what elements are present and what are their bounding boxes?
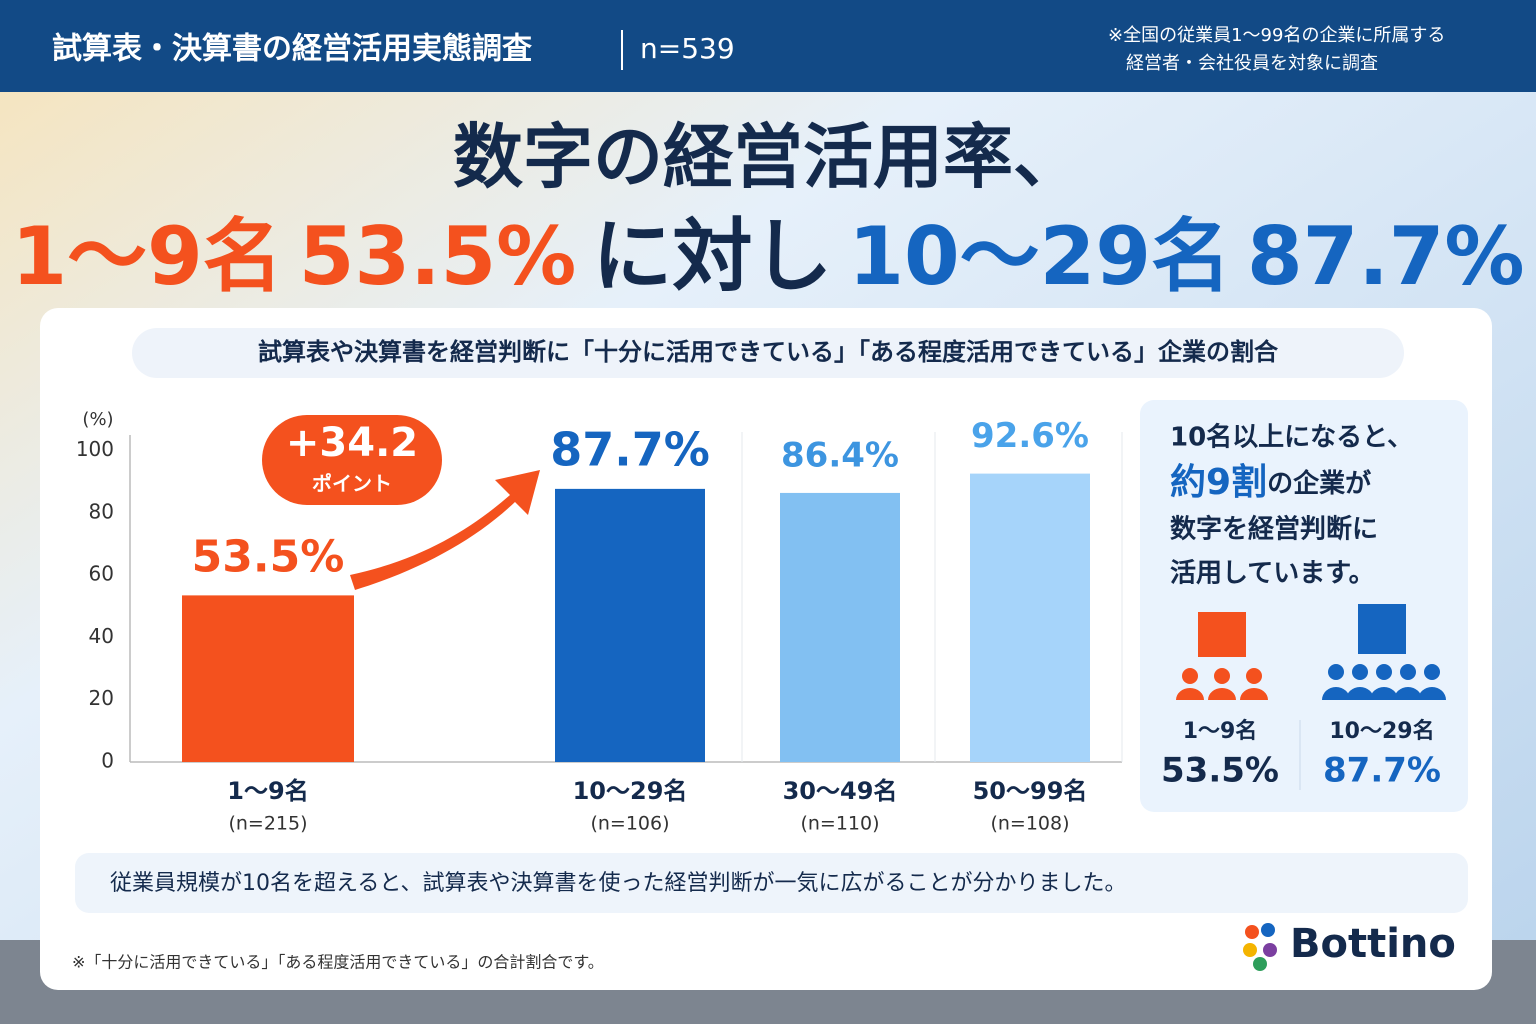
x-tick-note: (n=215): [228, 813, 307, 835]
header-bar: [0, 0, 1536, 92]
bar: [970, 473, 1090, 762]
x-tick-note: (n=110): [800, 813, 879, 835]
y-tick-label: 60: [89, 562, 114, 586]
bar: [182, 595, 354, 762]
x-tick-label: 1〜9名: [227, 777, 308, 805]
x-tick-label: 30〜49名: [783, 777, 898, 805]
annotation-bubble: [262, 415, 442, 505]
x-tick-label: 50〜99名: [973, 777, 1088, 805]
header-note: ※全国の従業員1〜99名の企業に所属する: [1108, 25, 1445, 46]
side-panel: [1140, 400, 1468, 812]
side-emphasis: 約9割: [1170, 462, 1267, 503]
annotation: ポイント: [312, 472, 392, 496]
annotation: +34.2: [286, 420, 418, 466]
y-tick-label: 20: [89, 686, 114, 710]
logo-mark: [1243, 923, 1277, 971]
header-title: 試算表・決算書の経営活用実態調査: [52, 32, 532, 67]
y-axis-label: (%): [82, 409, 113, 430]
y-tick-label: 0: [101, 749, 114, 773]
side-item-label: 1〜9名: [1183, 718, 1258, 744]
growth-arrow: [350, 470, 540, 590]
side-item-value: 87.7%: [1323, 751, 1441, 791]
summary: 従業員規模が10名を超えると、試算表や決算書を使った経営判断が一気に広がることが…: [110, 871, 1126, 896]
small-company-icon: [1176, 612, 1268, 700]
value-label: 86.4%: [781, 435, 899, 475]
side-text: 約9割の企業が: [1170, 462, 1371, 503]
side-text: 数字を経営判断に: [1170, 514, 1378, 545]
x-tick-note: (n=106): [590, 813, 669, 835]
headline: 数字の経営活用率、: [453, 116, 1083, 198]
header-sample: n=539: [640, 32, 735, 65]
y-tick-label: 80: [89, 499, 114, 523]
headline: 1〜9名 53.5% に対し 10〜29名 87.7%: [11, 210, 1524, 303]
bar: [780, 492, 900, 762]
summary-box: [75, 853, 1468, 913]
y-tick-label: 100: [76, 437, 114, 461]
x-tick-label: 10〜29名: [573, 777, 688, 805]
side-text: の企業が: [1267, 468, 1371, 499]
chart-title-pill: [132, 328, 1404, 378]
headline-part: 53.5%: [299, 210, 577, 303]
headline-part: 10〜29名: [848, 210, 1231, 303]
side-text: 10名以上になると、: [1170, 422, 1413, 453]
logo: Bottino: [1290, 921, 1456, 967]
value-label: 87.7%: [550, 422, 710, 476]
headline-part: 87.7%: [1247, 210, 1525, 303]
side-text: 活用しています。: [1170, 559, 1375, 589]
mid-company-icon: [1322, 604, 1446, 700]
chart-title: 試算表や決算書を経営判断に「十分に活用できている」「ある程度活用できている」企業…: [258, 338, 1279, 366]
footnote: ※「十分に活用できている」「ある程度活用できている」の合計割合です。: [72, 953, 604, 972]
value-label: 53.5%: [192, 531, 345, 582]
headline-part: に対し: [592, 210, 832, 303]
side-item-label: 10〜29名: [1329, 718, 1434, 744]
y-tick-label: 40: [89, 624, 114, 648]
value-label: 92.6%: [971, 416, 1089, 456]
bar: [555, 488, 705, 762]
side-item-value: 53.5%: [1161, 751, 1279, 791]
x-tick-note: (n=108): [990, 813, 1069, 835]
headline-part: 1〜9名: [11, 210, 282, 303]
header-note: 経営者・会社役員を対象に調査: [1126, 53, 1378, 74]
